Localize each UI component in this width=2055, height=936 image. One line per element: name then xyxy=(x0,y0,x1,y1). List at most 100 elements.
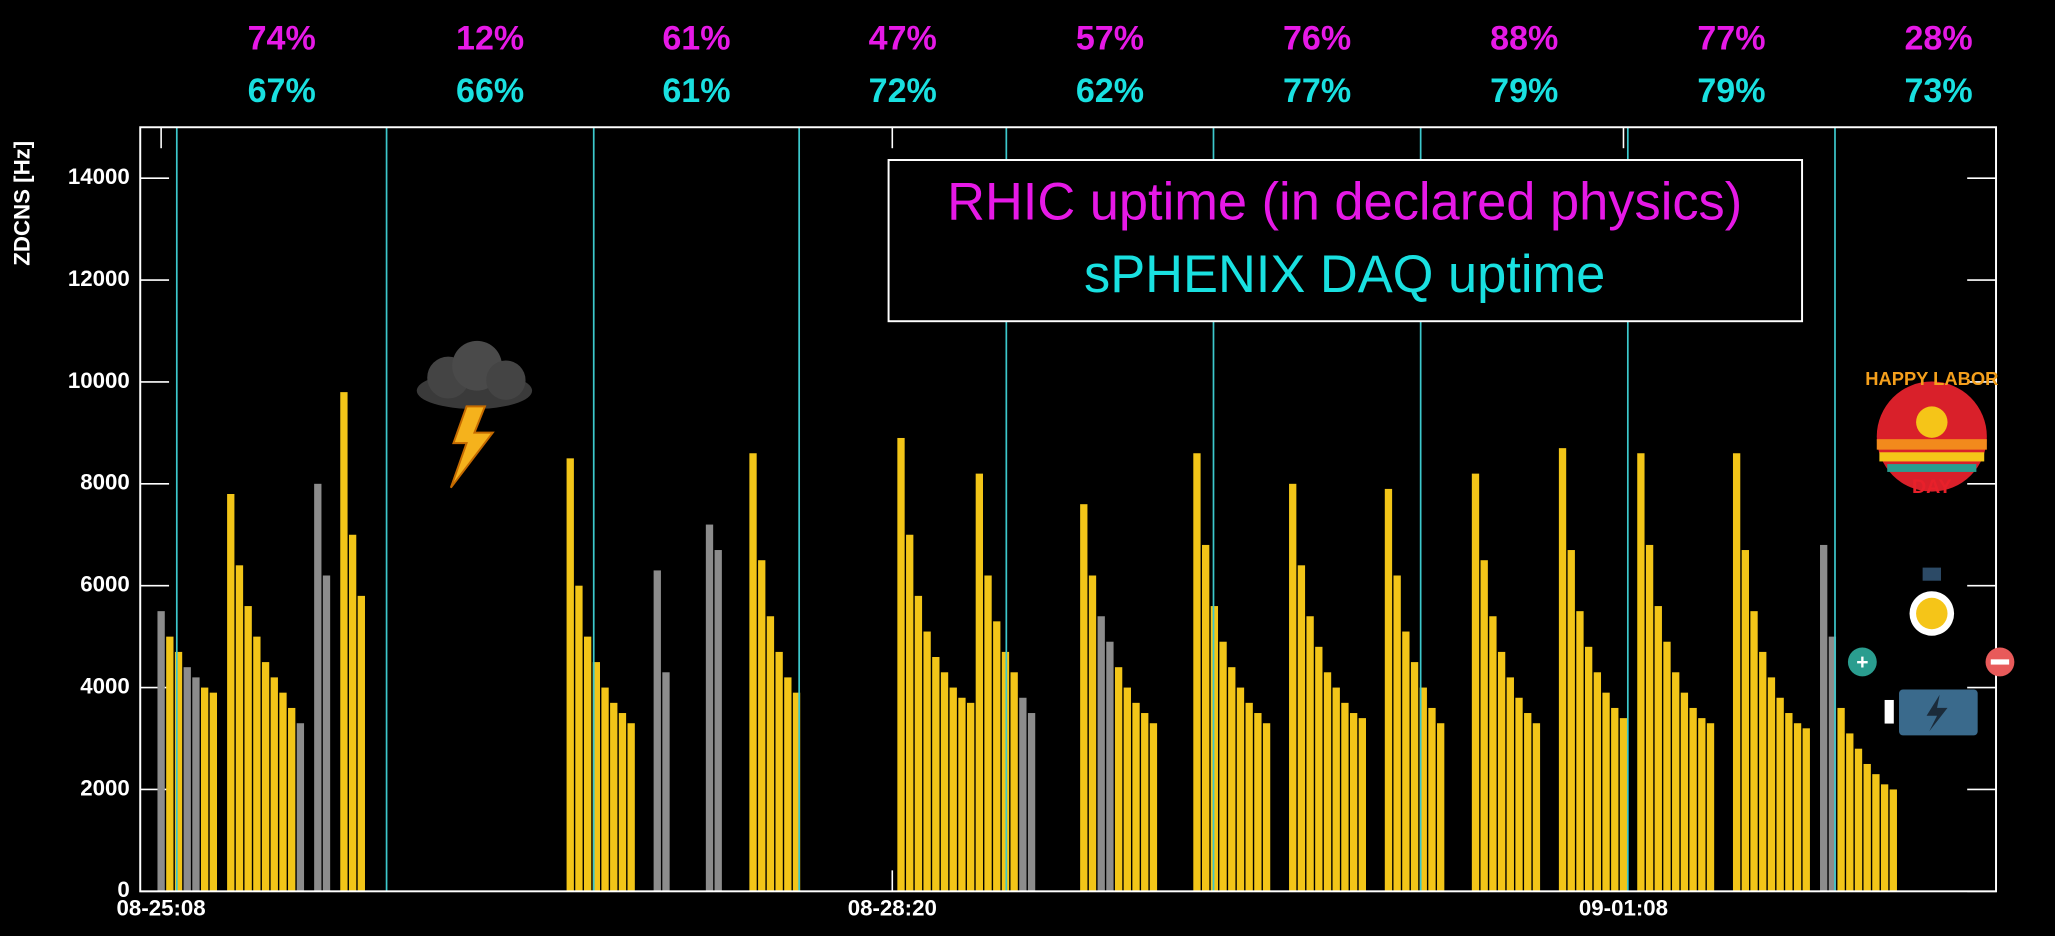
bar xyxy=(1019,698,1026,892)
bar xyxy=(915,596,922,891)
bar xyxy=(1576,611,1583,891)
bar xyxy=(1350,713,1357,891)
bar xyxy=(1890,789,1897,891)
y-tick-label: 12000 xyxy=(68,266,130,291)
bar xyxy=(1507,677,1514,891)
bar xyxy=(1837,708,1844,891)
bar xyxy=(1402,632,1409,892)
bar xyxy=(1568,550,1575,891)
bar xyxy=(993,621,1000,891)
bar xyxy=(897,438,904,891)
bar xyxy=(1080,504,1087,891)
badge-text: DAY xyxy=(1912,476,1952,498)
bar xyxy=(1298,565,1305,891)
bar xyxy=(1428,708,1435,891)
bar xyxy=(1481,560,1488,891)
badge-text: HAPPY LABOR xyxy=(1865,368,1998,389)
bar xyxy=(575,586,582,892)
bar xyxy=(1359,718,1366,891)
x-tick-label: 08-25:08 xyxy=(117,896,206,921)
bar xyxy=(1707,723,1714,891)
x-tick-label: 08-28:20 xyxy=(848,896,937,921)
bar xyxy=(1132,703,1139,891)
bar xyxy=(767,616,774,891)
bar xyxy=(236,565,243,891)
bar xyxy=(1333,688,1340,892)
uptime-label: 12% xyxy=(456,20,524,58)
bar xyxy=(340,392,347,891)
bar xyxy=(1742,550,1749,891)
bar xyxy=(1246,703,1253,891)
bar xyxy=(1794,723,1801,891)
bar xyxy=(1011,672,1018,891)
bar xyxy=(967,703,974,891)
uptime-label: 79% xyxy=(1697,72,1765,110)
bar xyxy=(1211,606,1218,891)
uptime-label: 79% xyxy=(1490,72,1558,110)
bar xyxy=(1820,545,1827,891)
bar xyxy=(1306,616,1313,891)
bar xyxy=(1263,723,1270,891)
bar xyxy=(1733,453,1740,891)
bar xyxy=(1864,764,1871,891)
bar xyxy=(297,723,304,891)
y-axis-label: ZDCNS [Hz] xyxy=(9,141,34,266)
bar xyxy=(1689,708,1696,891)
legend-entry: RHIC uptime (in declared physics) xyxy=(947,174,1742,232)
bar xyxy=(976,474,983,892)
bar xyxy=(784,677,791,891)
bar xyxy=(1472,474,1479,892)
bar xyxy=(1411,662,1418,891)
bar xyxy=(1750,611,1757,891)
bar xyxy=(950,688,957,892)
bar xyxy=(1620,718,1627,891)
bar xyxy=(1846,733,1853,891)
bar xyxy=(1785,713,1792,891)
bar xyxy=(1663,642,1670,892)
y-tick-label: 2000 xyxy=(80,775,130,800)
bar xyxy=(1872,774,1879,891)
bar xyxy=(1524,713,1531,891)
bar xyxy=(1437,723,1444,891)
bar xyxy=(279,693,286,892)
uptime-label: 77% xyxy=(1283,72,1351,110)
page: {"chart_data": { "type": "bar", "y_label… xyxy=(0,0,2055,936)
bar xyxy=(1698,718,1705,891)
uptime-label: 77% xyxy=(1697,20,1765,58)
bar xyxy=(654,570,661,891)
bar xyxy=(1394,576,1401,892)
bar xyxy=(1881,784,1888,891)
bar xyxy=(1655,606,1662,891)
uptime-label: 66% xyxy=(456,72,524,110)
bar xyxy=(610,703,617,891)
bar xyxy=(1681,693,1688,892)
bar xyxy=(1585,647,1592,892)
bar xyxy=(1489,616,1496,891)
bar xyxy=(1602,693,1609,892)
bar xyxy=(1254,713,1261,891)
bar xyxy=(271,677,278,891)
bar xyxy=(1237,688,1244,892)
x-tick-label: 09-01:08 xyxy=(1579,896,1668,921)
bar xyxy=(157,611,164,891)
uptime-label: 76% xyxy=(1283,20,1351,58)
bar xyxy=(984,576,991,892)
bar xyxy=(601,688,608,892)
bar xyxy=(1002,652,1009,891)
uptime-label: 72% xyxy=(869,72,937,110)
bar xyxy=(1759,652,1766,891)
y-tick-label: 14000 xyxy=(68,164,130,189)
bar xyxy=(1611,708,1618,891)
y-tick-label: 6000 xyxy=(80,572,130,597)
bar xyxy=(1855,749,1862,892)
bar xyxy=(628,723,635,891)
bar xyxy=(1515,698,1522,892)
bar xyxy=(1289,484,1296,892)
bar xyxy=(1646,545,1653,891)
bar xyxy=(923,632,930,892)
bar xyxy=(1315,647,1322,892)
uptime-label: 28% xyxy=(1904,20,1972,58)
bar xyxy=(1028,713,1035,891)
bar xyxy=(1089,576,1096,892)
bar xyxy=(1385,489,1392,891)
